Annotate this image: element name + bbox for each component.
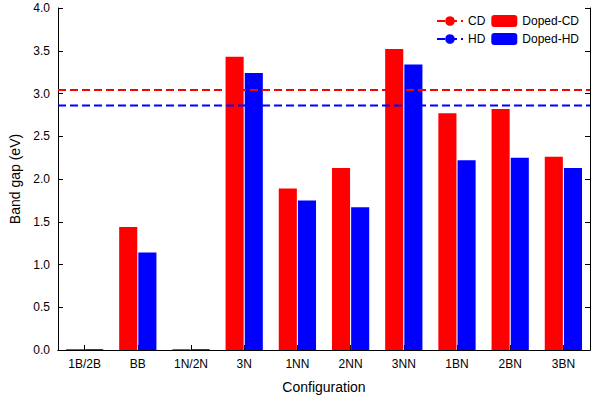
svg-text:3.0: 3.0 <box>33 87 50 101</box>
svg-text:1NN: 1NN <box>285 357 309 371</box>
svg-text:2NN: 2NN <box>339 357 363 371</box>
svg-text:1N/2N: 1N/2N <box>174 357 208 371</box>
svg-text:1.0: 1.0 <box>33 258 50 272</box>
svg-text:HD: HD <box>468 32 486 46</box>
svg-text:2BN: 2BN <box>499 357 522 371</box>
svg-text:2.5: 2.5 <box>33 129 50 143</box>
svg-text:3N: 3N <box>237 357 252 371</box>
svg-text:CD: CD <box>468 14 486 28</box>
svg-text:Doped-CD: Doped-CD <box>522 14 579 28</box>
svg-text:0.5: 0.5 <box>33 300 50 314</box>
svg-text:2.0: 2.0 <box>33 172 50 186</box>
svg-text:1.5: 1.5 <box>33 215 50 229</box>
svg-text:3.5: 3.5 <box>33 44 50 58</box>
svg-text:Configuration: Configuration <box>282 379 365 395</box>
svg-text:1B/2B: 1B/2B <box>68 357 101 371</box>
svg-text:Band gap (eV): Band gap (eV) <box>7 134 23 224</box>
svg-text:4.0: 4.0 <box>33 1 50 15</box>
svg-text:Doped-HD: Doped-HD <box>522 32 579 46</box>
svg-text:BB: BB <box>130 357 146 371</box>
svg-text:1BN: 1BN <box>445 357 468 371</box>
svg-text:3NN: 3NN <box>392 357 416 371</box>
svg-text:0.0: 0.0 <box>33 343 50 357</box>
svg-text:3BN: 3BN <box>552 357 575 371</box>
